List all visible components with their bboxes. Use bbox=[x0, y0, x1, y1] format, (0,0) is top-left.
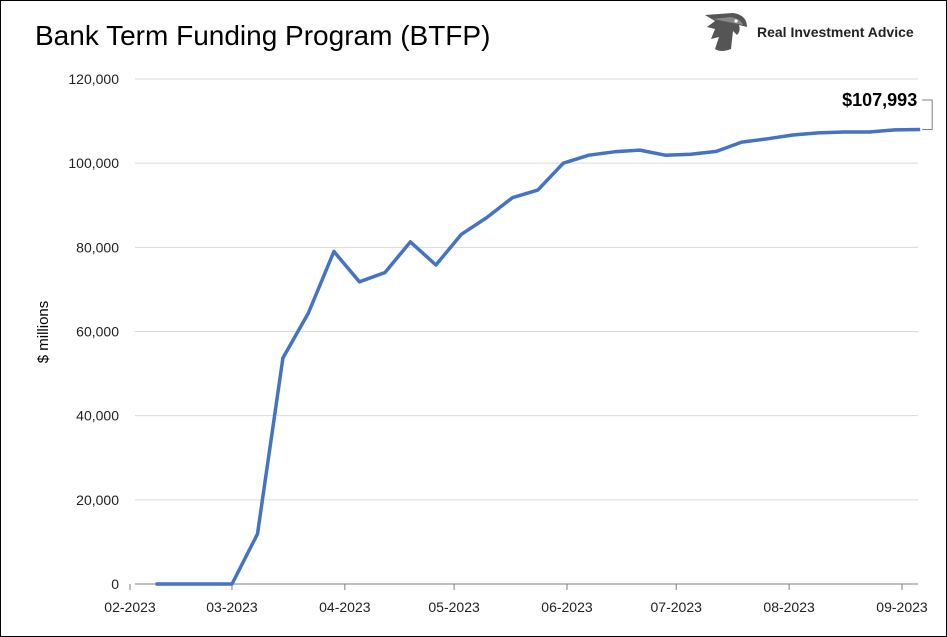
x-tick-label: 02-2023 bbox=[104, 599, 156, 615]
y-tick-label: 80,000 bbox=[76, 239, 119, 255]
y-tick-label: 0 bbox=[111, 576, 119, 592]
x-tick-label: 03-2023 bbox=[206, 599, 258, 615]
x-tick-label: 09-2023 bbox=[876, 599, 928, 615]
x-tick-label: 07-2023 bbox=[651, 599, 703, 615]
y-tick-label: 100,000 bbox=[68, 155, 119, 171]
y-axis-ticks: 0 20,000 40,000 60,000 80,000 100,000 120,000 bbox=[68, 71, 119, 592]
x-tick-label: 04-2023 bbox=[319, 599, 371, 615]
series-line bbox=[155, 127, 921, 586]
x-tick-label: 08-2023 bbox=[763, 599, 815, 615]
series-line-group bbox=[155, 127, 921, 586]
gridlines bbox=[135, 78, 918, 501]
x-axis: 02-2023 03-2023 04-2023 05-2023 06-2023 07-20… bbox=[104, 583, 928, 615]
x-tick-label: 06-2023 bbox=[541, 599, 593, 615]
chart-title: Bank Term Funding Program (BTFP) bbox=[35, 20, 491, 51]
brand-logo: Real Investment Advice bbox=[703, 8, 914, 56]
x-tick-label: 05-2023 bbox=[428, 599, 480, 615]
y-tick-label: 60,000 bbox=[76, 324, 119, 340]
y-axis-label: $ millions bbox=[35, 301, 52, 364]
annotation-group: $107,993 bbox=[842, 90, 933, 131]
annotation-leader bbox=[922, 99, 933, 131]
brand-name: Real Investment Advice bbox=[757, 24, 914, 40]
y-tick-label: 40,000 bbox=[76, 408, 119, 424]
y-tick-label: 20,000 bbox=[76, 492, 119, 508]
y-tick-label: 120,000 bbox=[68, 71, 119, 87]
annotation-label: $107,993 bbox=[842, 90, 917, 110]
eagle-head-icon bbox=[705, 13, 747, 51]
